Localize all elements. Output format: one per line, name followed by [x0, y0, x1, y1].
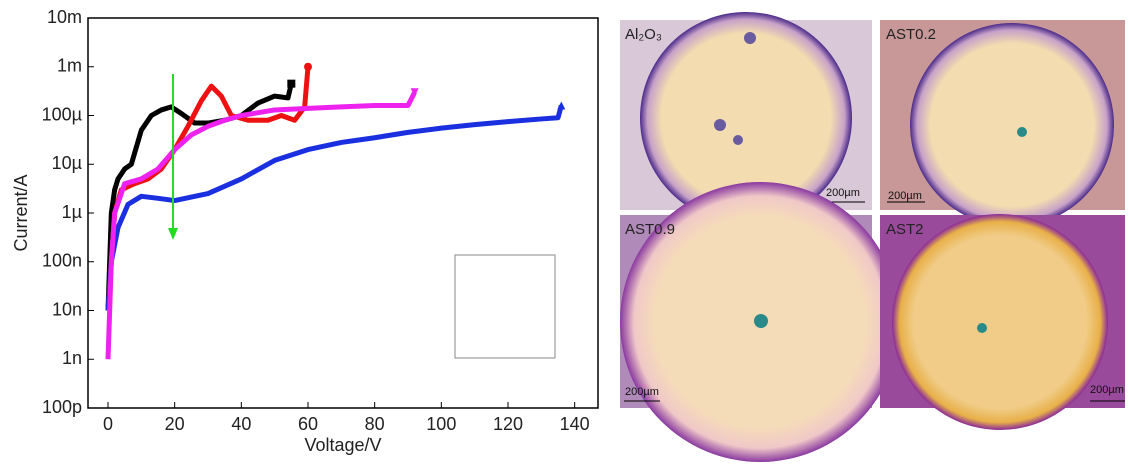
marker [557, 101, 566, 110]
x-tick-label: 140 [560, 414, 590, 434]
y-axis-title: Current/A [11, 174, 31, 251]
y-tick-label: 1m [57, 56, 82, 76]
x-tick-label: 100 [426, 414, 456, 434]
x-tick-label: 20 [165, 414, 185, 434]
panel-label: AST0.2 [886, 26, 936, 43]
x-tick-label: 120 [493, 414, 523, 434]
y-tick-label: 100p [42, 397, 82, 417]
micrograph [620, 12, 1125, 462]
series-line [105, 66, 311, 311]
scale-bar-label: 200µm [888, 190, 922, 202]
x-tick-label: 80 [365, 414, 385, 434]
marker [304, 62, 312, 71]
y-tick-label: 10n [52, 299, 82, 319]
y-tick-label: 100n [42, 251, 82, 271]
x-tick-label: 40 [231, 414, 251, 434]
x-axis-title: Voltage/V [304, 435, 381, 455]
y-tick-label: 100µ [42, 104, 82, 124]
scale-bar-label: 200µm [826, 187, 860, 199]
panel-label: Al₂O₃ [625, 26, 662, 43]
y-tick-label: 10m [47, 7, 82, 27]
legend-box [454, 254, 556, 359]
series-line [105, 83, 294, 311]
marker [410, 88, 419, 97]
y-tick-label: 10µ [52, 153, 82, 173]
scale-bar-label: 200µm [625, 386, 659, 398]
series-line [105, 91, 417, 360]
series-line [105, 104, 564, 311]
x-tick-label: 0 [103, 414, 113, 434]
marker [287, 79, 296, 88]
y-tick-label: 1µ [62, 202, 82, 222]
y-tick-label: 1n [62, 348, 82, 368]
arrow-head [168, 228, 178, 240]
x-tick-label: 60 [298, 414, 318, 434]
panel-label: AST2 [886, 221, 924, 238]
panel-label: AST0.9 [625, 221, 675, 238]
scale-bar-label: 200µm [1090, 384, 1124, 396]
